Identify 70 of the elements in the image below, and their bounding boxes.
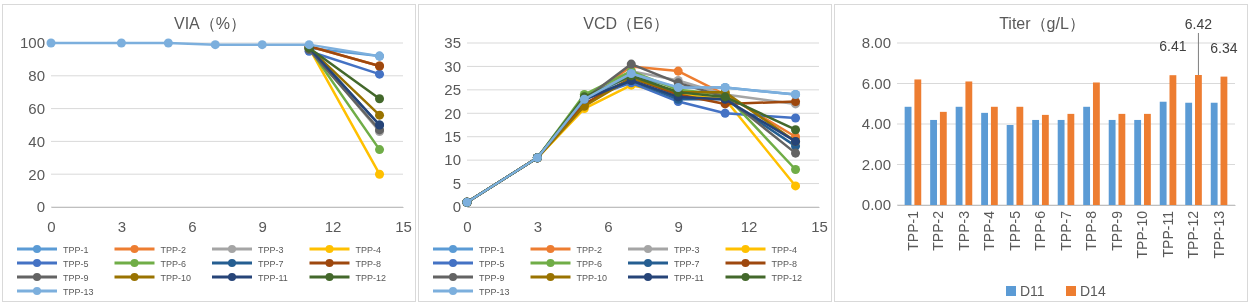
legend-label: TPP-5 — [63, 258, 89, 269]
legend-label: TPP-13 — [63, 286, 94, 297]
y-tick-label: 20 — [28, 165, 45, 183]
x-tick-label: TPP-12 — [1185, 210, 1202, 259]
y-tick-label: 4.00 — [861, 115, 891, 133]
x-tick-label: TPP-8 — [1083, 210, 1100, 251]
legend-label: TPP-9 — [63, 272, 89, 283]
legend-label: TPP-6 — [576, 258, 603, 269]
legend-label: TPP-8 — [771, 258, 798, 269]
y-tick-label: 15 — [444, 128, 461, 146]
x-tick-label: 15 — [811, 217, 828, 235]
x-tick-label: 15 — [395, 217, 412, 235]
x-tick-label: 0 — [463, 217, 472, 235]
x-tick-label: 6 — [188, 217, 197, 235]
x-tick-label: 0 — [47, 217, 56, 235]
legend-label: TPP-12 — [355, 272, 387, 283]
x-tick-label: TPP-11 — [1159, 210, 1176, 258]
x-tick-label: 6 — [604, 217, 613, 235]
legend-label: D11 — [1020, 283, 1045, 299]
legend-label: TPP-7 — [258, 258, 284, 269]
legend-label: TPP-13 — [479, 286, 510, 297]
y-tick-label: 8.00 — [861, 34, 891, 52]
x-tick-label: TPP-13 — [1210, 210, 1227, 259]
x-tick-label: 12 — [324, 217, 342, 235]
legend-label: TPP-9 — [479, 272, 505, 283]
legend-label: TPP-11 — [258, 272, 288, 283]
legend-label: TPP-10 — [576, 272, 608, 283]
legend-label: TPP-5 — [479, 258, 505, 269]
x-tick-label: 9 — [258, 217, 267, 235]
chart-title: Titer（g/L） — [999, 15, 1085, 32]
y-tick-label: 20 — [444, 104, 461, 122]
x-tick-label: 12 — [740, 217, 758, 235]
x-tick-label: TPP-9 — [1108, 210, 1125, 251]
y-tick-label: 40 — [28, 132, 45, 150]
x-tick-label: TPP-7 — [1057, 210, 1074, 251]
legend-label: TPP-6 — [160, 258, 187, 269]
legend-label: TPP-10 — [160, 272, 192, 283]
chart-title: VIA（%） — [173, 15, 247, 32]
x-tick-label: TPP-2 — [930, 210, 947, 251]
x-tick-label: 9 — [674, 217, 683, 235]
y-tick-label: 6.00 — [861, 74, 891, 92]
y-tick-label: 30 — [444, 57, 461, 75]
x-tick-label: TPP-1 — [904, 210, 921, 251]
y-tick-label: 0.00 — [861, 196, 891, 214]
legend-label: D14 — [1080, 283, 1106, 299]
x-tick-label: TPP-6 — [1032, 210, 1049, 251]
chart-title: VCD（E6） — [583, 15, 669, 32]
data-label: 6.41 — [1159, 38, 1187, 55]
y-tick-label: 0 — [36, 198, 45, 216]
x-tick-label: 3 — [117, 217, 127, 235]
y-tick-label: 100 — [19, 34, 45, 52]
y-tick-label: 0 — [452, 198, 461, 216]
y-tick-label: 60 — [28, 99, 45, 117]
y-tick-label: 2.00 — [861, 155, 891, 173]
x-tick-label: 3 — [533, 217, 543, 235]
x-tick-label: TPP-3 — [955, 210, 972, 251]
legend-label: TPP-12 — [771, 272, 803, 283]
y-tick-label: 80 — [28, 67, 45, 85]
y-tick-label: 5 — [452, 174, 461, 192]
x-tick-label: TPP-4 — [981, 210, 998, 251]
legend-label: TPP-11 — [674, 272, 704, 283]
legend-label: TPP-8 — [355, 258, 382, 269]
data-label: 6.42 — [1184, 16, 1213, 32]
y-tick-label: 35 — [444, 34, 461, 52]
x-tick-label: TPP-5 — [1006, 210, 1023, 251]
data-label: 6.34 — [1210, 39, 1238, 56]
y-tick-label: 10 — [444, 151, 461, 169]
x-tick-label: TPP-10 — [1134, 210, 1151, 259]
legend-label: TPP-7 — [674, 258, 700, 269]
y-tick-label: 25 — [444, 81, 461, 99]
